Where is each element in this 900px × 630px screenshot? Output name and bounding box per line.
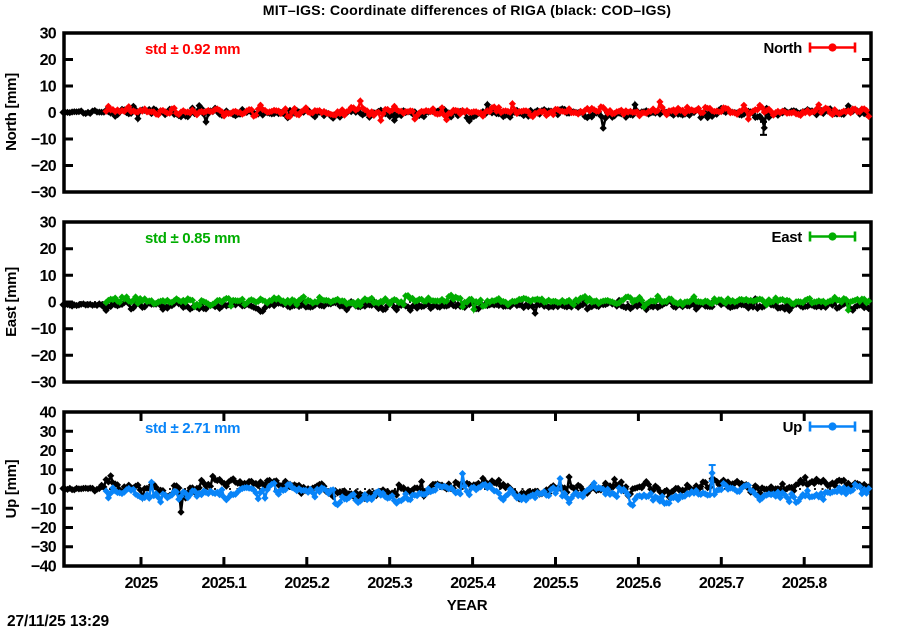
svg-text:YEAR: YEAR — [447, 597, 488, 614]
svg-text:North [mm]: North [mm] — [3, 73, 20, 151]
svg-text:−30: −30 — [31, 185, 57, 202]
svg-text:2025.7: 2025.7 — [699, 575, 745, 592]
svg-text:−30: −30 — [31, 539, 57, 556]
svg-text:20: 20 — [40, 52, 57, 69]
svg-text:2025.6: 2025.6 — [616, 575, 662, 592]
svg-text:std ± 0.92 mm: std ± 0.92 mm — [145, 41, 240, 58]
svg-text:2025.3: 2025.3 — [367, 575, 413, 592]
svg-text:2025: 2025 — [125, 575, 159, 592]
svg-text:−10: −10 — [31, 501, 57, 518]
svg-text:−30: −30 — [31, 375, 57, 392]
svg-text:30: 30 — [40, 215, 57, 232]
svg-text:2025.5: 2025.5 — [533, 575, 579, 592]
svg-text:−40: −40 — [31, 559, 57, 576]
svg-text:2025.8: 2025.8 — [782, 575, 828, 592]
svg-text:−20: −20 — [31, 520, 57, 537]
svg-text:Up: Up — [783, 419, 803, 436]
svg-text:10: 10 — [40, 462, 57, 479]
svg-text:40: 40 — [40, 405, 57, 422]
svg-text:MIT–IGS: Coordinate difference: MIT–IGS: Coordinate differences of RIGA … — [263, 3, 672, 19]
svg-text:−10: −10 — [31, 132, 57, 149]
svg-text:0: 0 — [48, 105, 57, 122]
svg-text:std ± 2.71 mm: std ± 2.71 mm — [145, 420, 240, 437]
svg-text:East: East — [772, 229, 803, 246]
svg-text:10: 10 — [40, 79, 57, 96]
svg-text:0: 0 — [48, 295, 57, 312]
svg-text:−20: −20 — [31, 158, 57, 175]
svg-text:30: 30 — [40, 424, 57, 441]
svg-text:East [mm]: East [mm] — [3, 267, 20, 337]
svg-text:2025.1: 2025.1 — [202, 575, 248, 592]
svg-text:20: 20 — [40, 443, 57, 460]
svg-text:20: 20 — [40, 241, 57, 258]
svg-text:27/11/25 13:29: 27/11/25 13:29 — [7, 613, 110, 630]
svg-text:North: North — [764, 40, 803, 57]
svg-text:−20: −20 — [31, 348, 57, 365]
svg-text:30: 30 — [40, 26, 57, 43]
svg-text:2025.2: 2025.2 — [284, 575, 330, 592]
svg-text:−10: −10 — [31, 321, 57, 338]
svg-text:std ± 0.85 mm: std ± 0.85 mm — [145, 230, 240, 247]
svg-text:2025.4: 2025.4 — [450, 575, 496, 592]
svg-text:10: 10 — [40, 268, 57, 285]
svg-text:0: 0 — [48, 482, 57, 499]
svg-text:Up [mm]: Up [mm] — [3, 459, 20, 518]
